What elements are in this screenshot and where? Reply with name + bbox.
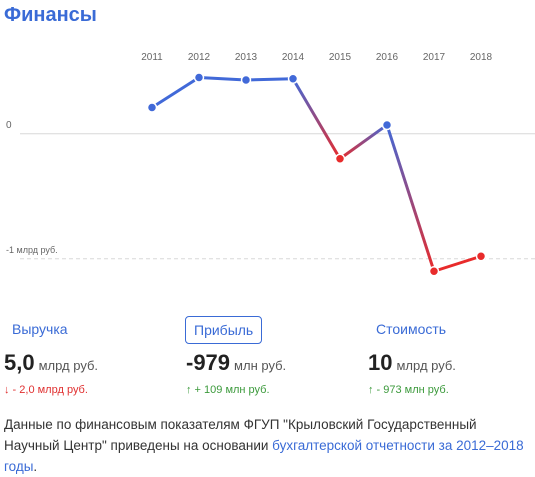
x-tick-label: 2014 [282,52,305,63]
data-point [475,251,487,262]
y-tick-label: 0 [6,120,12,131]
series-line-segment [338,123,389,161]
data-point [428,266,440,277]
report-link[interactable]: бухгалтерской отчетности за 2012–2018 го… [4,438,524,474]
series-line-segment [150,76,201,109]
revenue-metric: 5,0 млрд руб. [4,350,98,376]
description-end: . [33,459,38,474]
tab-value[interactable]: Стоимость [376,321,447,337]
x-tick-label: 2011 [141,52,163,63]
value-value: 10 [368,350,393,375]
data-point [240,74,252,86]
value-unit: млрд руб. [396,358,456,373]
profit-line-chart: 0 -1 млрд руб. 2011 2012 2013 2014 2015 2016 201… [6,52,535,277]
data-point [334,153,346,164]
x-tick-label: 2013 [235,52,258,63]
series-line-segment [291,77,342,161]
data-point [287,73,299,84]
x-tick-label: 2017 [423,52,446,63]
x-tick-label: 2015 [329,52,352,63]
value-metric: 10 млрд руб. [368,350,456,376]
profit-unit: млн руб. [234,358,287,373]
value-delta: ↑ - 973 млн руб. [368,384,449,396]
metric-tabs: Выручка Прибыль Стоимость [0,316,535,344]
x-tick-label: 2012 [188,52,211,63]
tab-revenue[interactable]: Выручка [12,321,68,337]
data-point [146,102,158,113]
revenue-delta: ↓ - 2,0 млрд руб. [4,384,88,396]
data-point [381,119,393,131]
description-text: Данные по финансовым показателям ФГУП "К… [4,417,477,453]
series-line-segment [385,123,436,273]
series-line-segment [432,254,483,273]
x-tick-label: 2016 [376,52,399,63]
source-description: Данные по финансовым показателям ФГУП "К… [4,414,529,477]
profit-delta: ↑ + 109 млн руб. [186,384,270,396]
y-tick-label: -1 млрд руб. [6,245,58,255]
section-title: Финансы [4,4,97,26]
revenue-unit: млрд руб. [38,358,99,373]
series-line-segment [244,77,295,82]
series-line-segment [197,76,248,82]
data-point [193,72,205,83]
x-tick-label: 2018 [470,52,493,63]
profit-metric: -979 млн руб. [186,350,286,376]
tab-profit[interactable]: Прибыль [185,316,263,344]
revenue-value: 5,0 [4,350,35,375]
profit-value: -979 [186,350,231,375]
